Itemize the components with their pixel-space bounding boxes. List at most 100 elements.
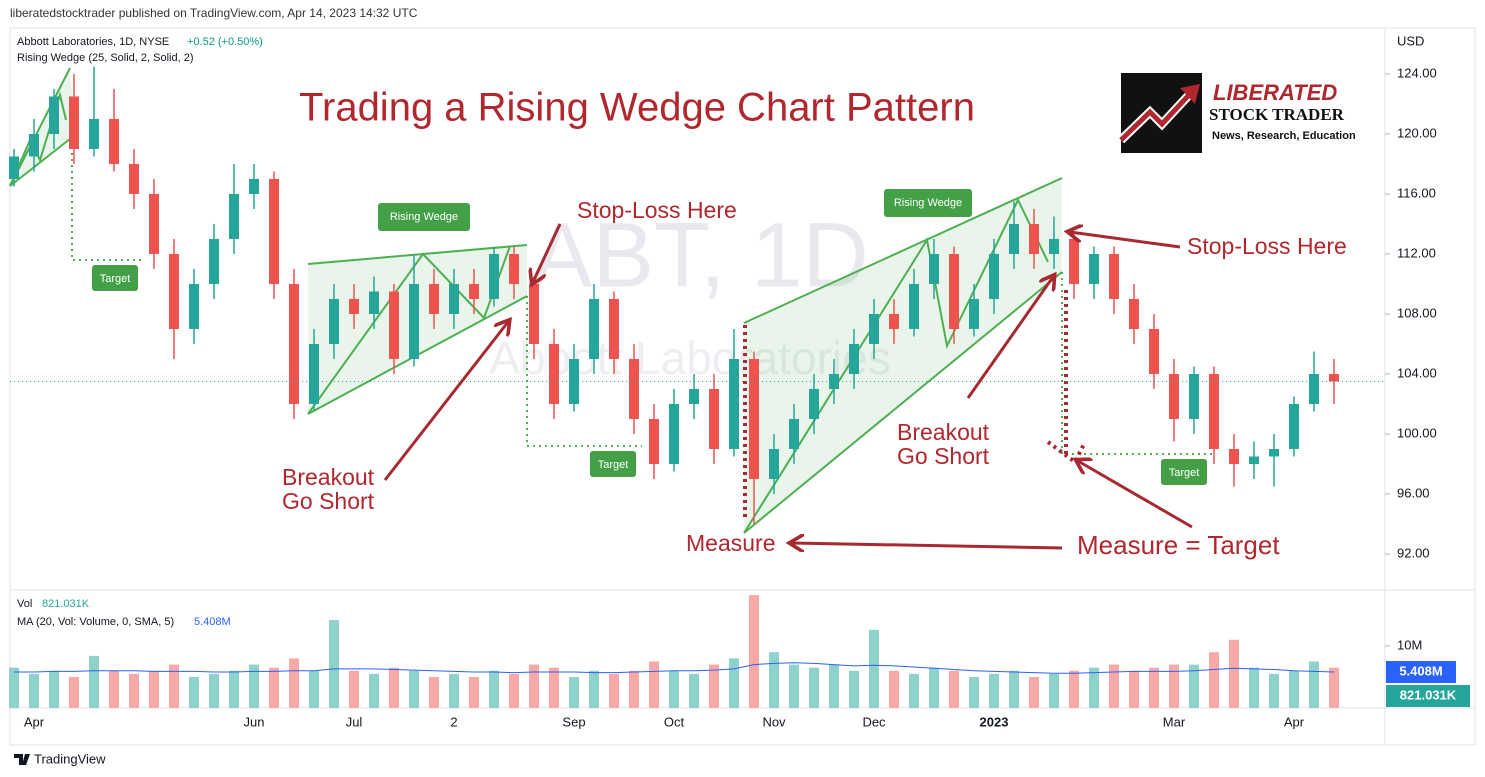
candle-body (149, 193, 159, 254)
volume-bar (329, 619, 339, 708)
label-box (1161, 459, 1207, 485)
volume-bar (1309, 661, 1319, 708)
candle-body (349, 298, 359, 314)
candle-body (89, 118, 99, 149)
candle-body (449, 283, 459, 314)
logo-arrowhead (1180, 84, 1200, 104)
candle-body (1229, 448, 1239, 464)
pattern-label: Rising Wedge (390, 211, 458, 223)
volume-bar (629, 670, 639, 708)
target-label: Target (100, 273, 131, 285)
watermark-symbol: ABT, 1D (531, 204, 868, 306)
candle-body (289, 283, 299, 404)
target-line (526, 296, 642, 447)
volume-bar (9, 667, 19, 708)
logo-subname: STOCK TRADER (1209, 105, 1345, 124)
candle-body (969, 298, 979, 329)
wedge-area (744, 178, 1062, 533)
candle-body (389, 291, 399, 359)
volume-bar (69, 676, 79, 708)
candle-body (1189, 373, 1199, 419)
volume-bar (1229, 639, 1239, 708)
x-tick-label: Oct (664, 714, 685, 729)
volume-bar (1169, 664, 1179, 708)
volume-bar (969, 676, 979, 708)
candle-body (1009, 223, 1019, 254)
volume-bar (649, 661, 659, 708)
y-tick-label: 112.00 (1397, 245, 1436, 260)
candle-body (929, 253, 939, 284)
x-tick-label: Dec (862, 714, 886, 729)
chart-frame (9, 27, 1476, 746)
wedge-zigzag (9, 91, 67, 187)
y-tick-label: 100.00 (1397, 425, 1437, 440)
vol-label: Vol (17, 598, 32, 610)
measure-note: Measure (686, 530, 775, 556)
volume-bar (289, 658, 299, 708)
target-label: Target (598, 459, 629, 471)
volume-bar (1009, 670, 1019, 708)
wedge-upper (743, 177, 1063, 324)
candle-body (1209, 373, 1219, 449)
y-tick-label: 116.00 (1397, 185, 1436, 200)
candle-body (509, 253, 519, 284)
candle-body (669, 403, 679, 464)
breakout-note: Go Short (282, 488, 375, 514)
candle-body (369, 291, 379, 314)
footer-brand: TradingView (34, 751, 106, 766)
volume-bar (489, 670, 499, 708)
pattern-label: Rising Wedge (894, 197, 962, 209)
volume-bar (909, 673, 919, 708)
candle-body (309, 343, 319, 404)
volume-bar (1329, 667, 1339, 708)
price-marks: 92.00 96.00 100.00 104.00 108.00 112.00 116.00… (9, 65, 1437, 708)
ma-label: MA (20, Vol: Volume, 0, SMA, 5) (17, 616, 174, 628)
candle-body (769, 448, 779, 479)
candle-body (889, 313, 899, 329)
breakout-note: Go Short (897, 443, 990, 469)
volume-bar (609, 673, 619, 708)
volume-bar (349, 670, 359, 708)
footer-logo (14, 754, 30, 765)
price-change: +0.52 (+0.50%) (187, 36, 263, 48)
volume-bar (1069, 670, 1079, 708)
candle-body (129, 163, 139, 194)
volume-bar (1189, 664, 1199, 708)
volume-bar (829, 664, 839, 708)
candle-body (269, 178, 279, 284)
y-tick-label: 96.00 (1397, 485, 1430, 500)
volume-bar (49, 670, 59, 708)
y-tick-label: 104.00 (1397, 365, 1437, 380)
stop-loss-note: Stop-Loss Here (577, 197, 737, 223)
wedge-upper (307, 244, 528, 265)
volume-bar (809, 667, 819, 708)
candle-body (749, 358, 759, 479)
volume-bar (1029, 676, 1039, 708)
volume-bar (729, 658, 739, 708)
arrow (383, 322, 508, 481)
volume-bar (929, 667, 939, 708)
volume-bar (789, 664, 799, 708)
volume-bar (769, 652, 779, 708)
volume-bar (429, 676, 439, 708)
candle-body (1329, 373, 1339, 382)
candle-body (169, 253, 179, 329)
volume-bar (529, 664, 539, 708)
candle-body (429, 283, 439, 314)
arrow (1070, 232, 1181, 249)
arrow (533, 223, 562, 282)
breakout-note: Breakout (282, 464, 375, 490)
candle-body (409, 283, 419, 359)
label-box (884, 189, 972, 217)
volume-bar (469, 676, 479, 708)
stop-loss-note: Stop-Loss Here (1187, 233, 1347, 259)
candle-body (1249, 456, 1259, 464)
candle-body (1289, 403, 1299, 449)
volume-bar (389, 667, 399, 708)
volume-bar (129, 673, 139, 708)
candle-body (69, 96, 79, 149)
candle-body (29, 133, 39, 157)
wedge-lower (743, 271, 1063, 534)
volume-bar (169, 664, 179, 708)
y-tick-label: 92.00 (1397, 545, 1430, 560)
